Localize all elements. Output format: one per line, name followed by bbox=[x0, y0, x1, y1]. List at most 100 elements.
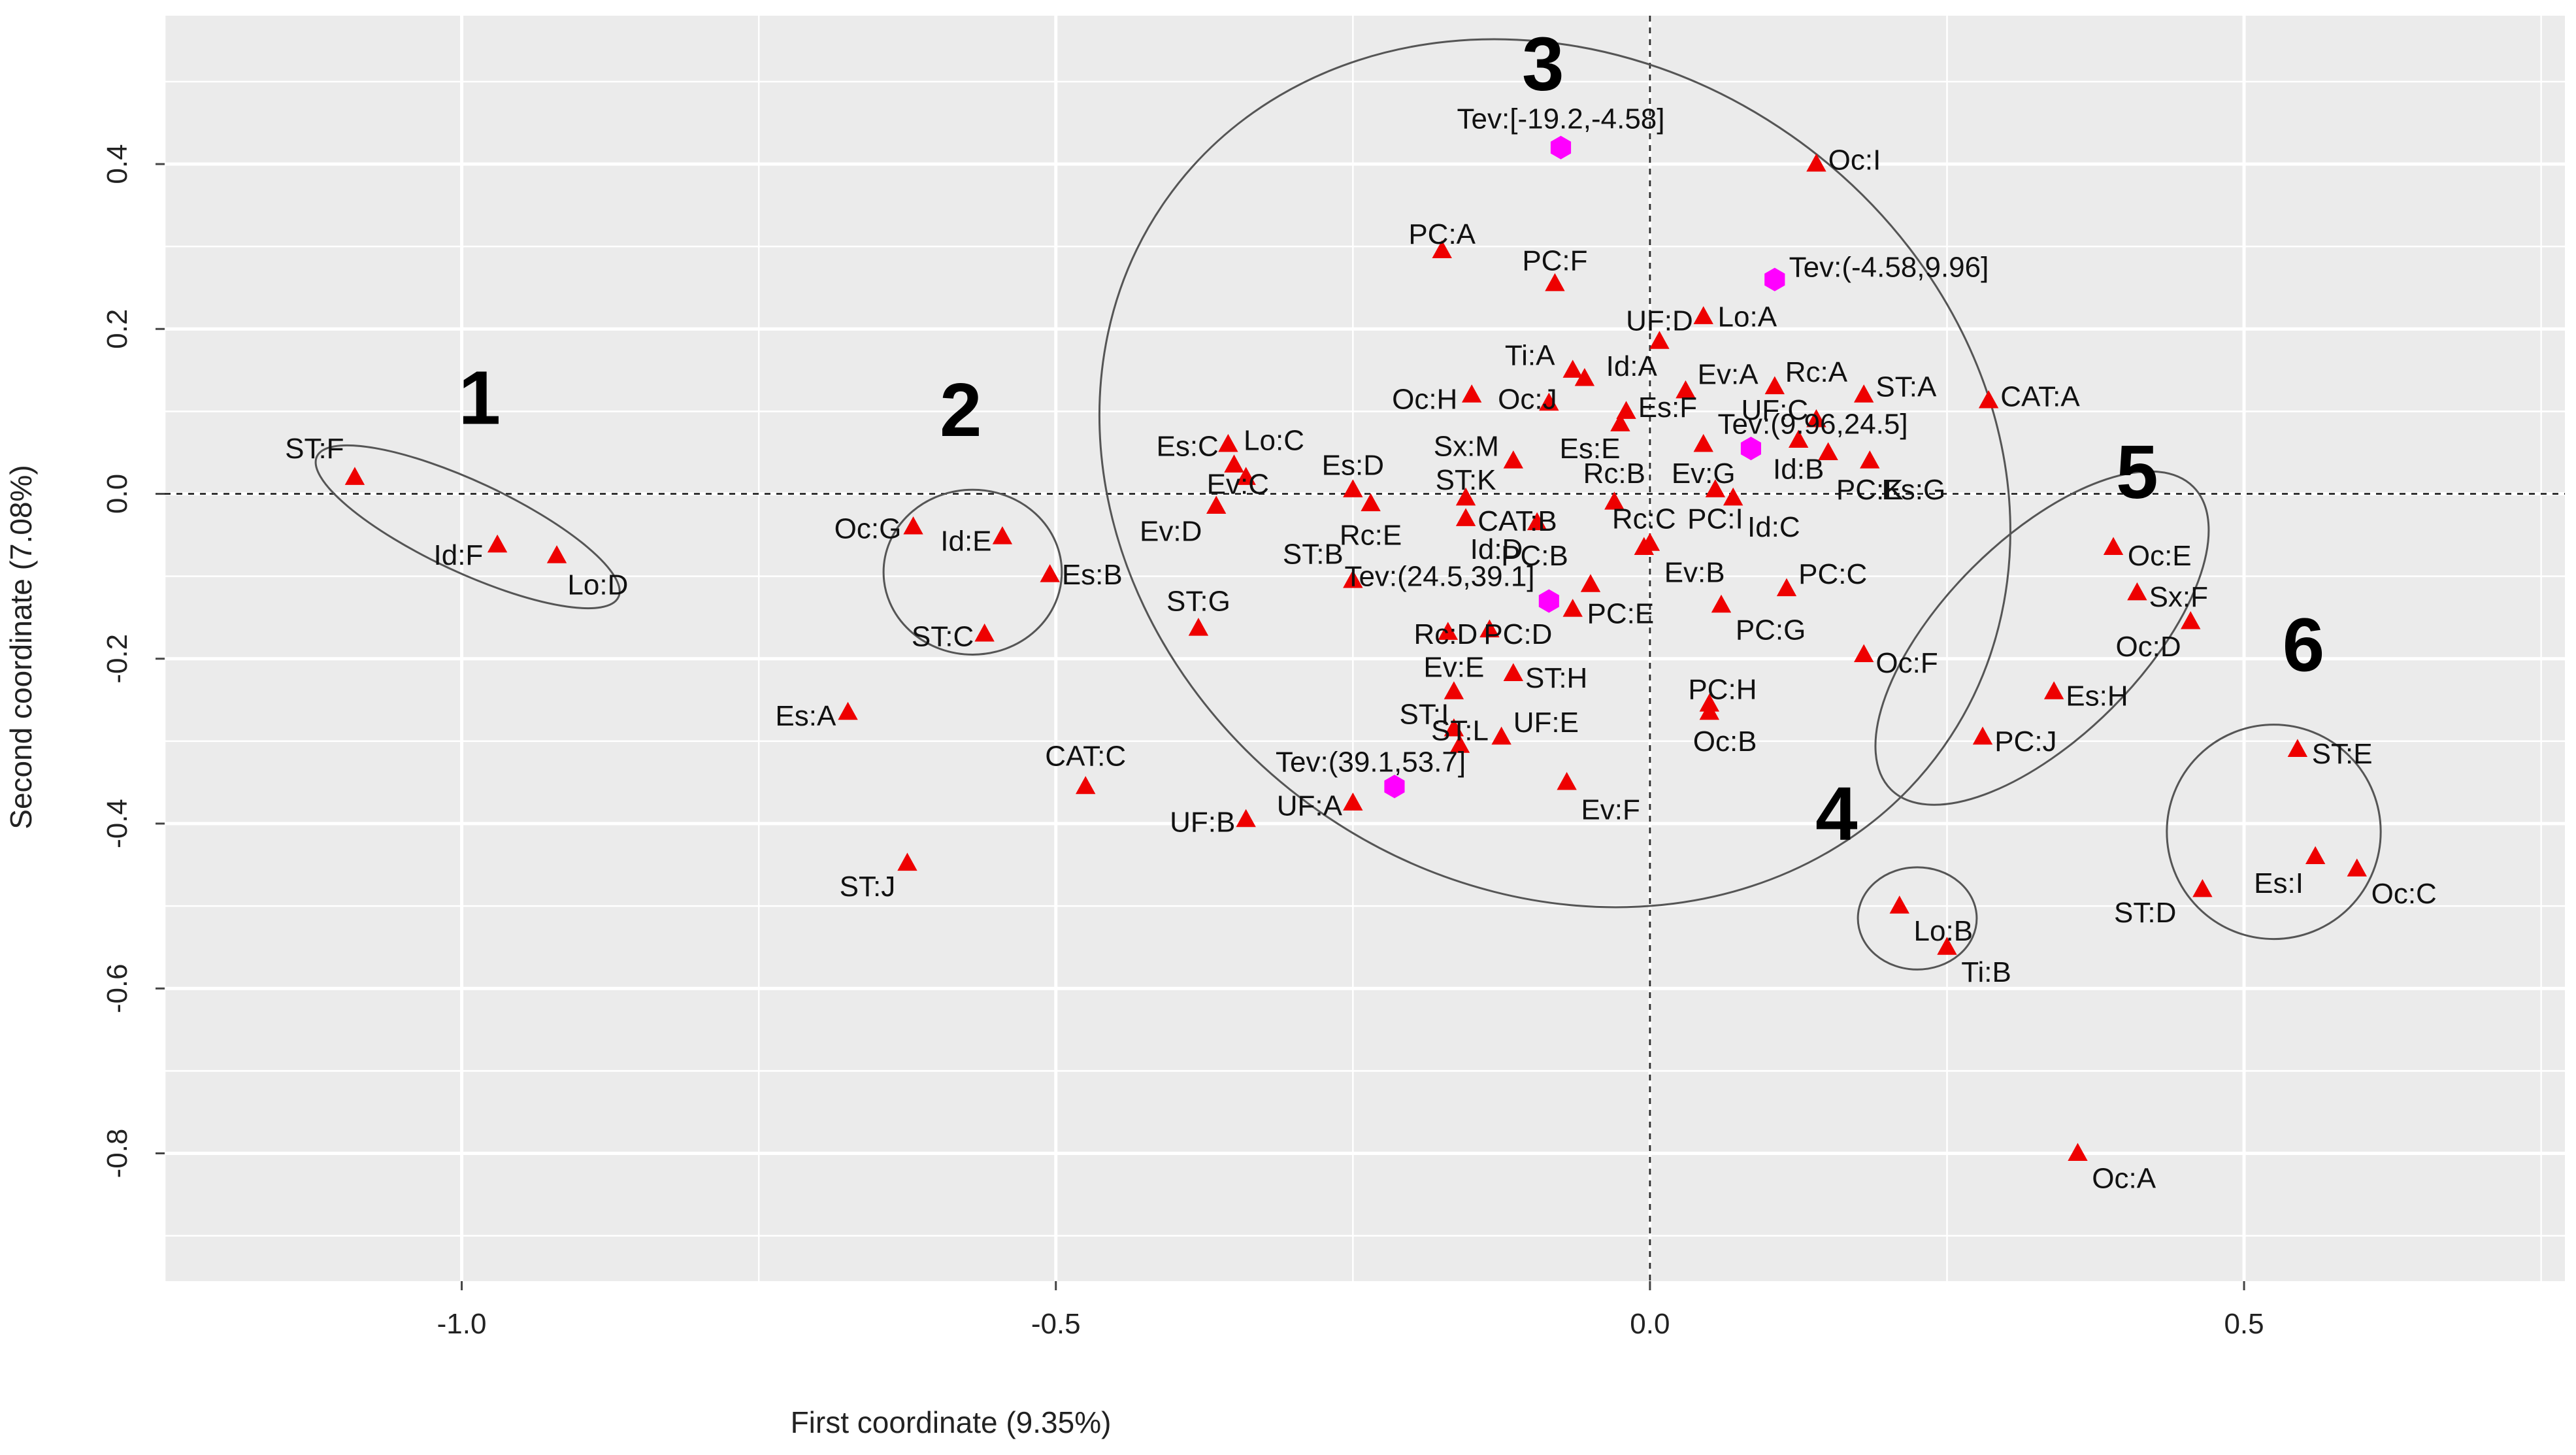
y-tick-label: 0.4 bbox=[101, 144, 133, 184]
point-st-c bbox=[974, 623, 995, 642]
supplementary-point-tev-4-58-9-96 bbox=[1764, 267, 1785, 292]
point-label-st-e: ST:E bbox=[2312, 738, 2373, 770]
point-pc-f bbox=[1545, 273, 1565, 292]
point-label-rc-a: Rc:A bbox=[1785, 356, 1848, 388]
point-sx-f bbox=[2127, 582, 2147, 601]
point-st-k bbox=[1455, 487, 1476, 506]
cluster-number-3: 3 bbox=[1522, 22, 1564, 107]
point-ev-g bbox=[1693, 433, 1713, 452]
point-label-uf-d: UF:D bbox=[1626, 305, 1693, 337]
point-label-pc-k: PC:K bbox=[1836, 474, 1904, 506]
cluster-ellipse-1 bbox=[314, 444, 621, 610]
point-label-uf-a: UF:A bbox=[1277, 790, 1343, 822]
point-label-cat-c: CAT:C bbox=[1045, 741, 1126, 773]
point-lo-d bbox=[546, 545, 567, 563]
point-label-ev-c: Ev:C bbox=[1207, 468, 1269, 500]
point-ev-b bbox=[1640, 533, 1660, 551]
point-pc-g bbox=[1711, 594, 1732, 613]
x-tick-label: 0.5 bbox=[2224, 1308, 2264, 1340]
point-label-pc-d: PC:D bbox=[1483, 618, 1552, 650]
point-label-oc-c: Oc:C bbox=[2371, 878, 2437, 910]
data-points bbox=[344, 135, 2367, 1162]
cluster-ellipses bbox=[314, 38, 2382, 971]
point-pc-k bbox=[1860, 450, 1880, 469]
y-tick-label: -0.6 bbox=[101, 963, 133, 1013]
supplementary-point-tev-19-2-4-58 bbox=[1550, 135, 1572, 159]
point-lo-b bbox=[1889, 895, 1909, 914]
point-label-es-g: Es:G bbox=[1881, 474, 1945, 506]
point-label-rc-c: Rc:C bbox=[1612, 503, 1676, 535]
point-oc-i bbox=[1806, 154, 1826, 172]
point-label-st-a: ST:A bbox=[1875, 371, 1937, 403]
point-label-sx-f: Sx:F bbox=[2149, 581, 2208, 613]
cluster-number-2: 2 bbox=[940, 367, 982, 452]
point-label-st-g: ST:G bbox=[1166, 585, 1230, 617]
point-rc-b bbox=[1604, 492, 1625, 510]
point-label-pc-e: PC:E bbox=[1587, 597, 1655, 629]
point-ev-f bbox=[1557, 771, 1577, 790]
point-uf-a bbox=[1343, 792, 1363, 811]
point-label-oc-e: Oc:E bbox=[2128, 540, 2192, 572]
y-axis-title: Second coordinate (7.08%) bbox=[4, 465, 38, 829]
supplementary-point-tev-9-96-24-5 bbox=[1740, 437, 1761, 461]
point-oc-g bbox=[903, 516, 923, 535]
cluster-number-1: 1 bbox=[459, 355, 501, 440]
point-oc-c bbox=[2347, 858, 2367, 877]
point-pc-i bbox=[1705, 479, 1726, 497]
point-id-f bbox=[487, 534, 508, 553]
point-label-tev-4-58-9-96: Tev:(-4.58,9.96] bbox=[1789, 252, 1989, 284]
point-label-tev-19-2-4-58: Tev:[-19.2,-4.58] bbox=[1457, 103, 1665, 135]
point-label-id-d: Id:D bbox=[1470, 533, 1523, 565]
point-label-st-c: ST:C bbox=[912, 621, 974, 653]
y-tick-label: -0.8 bbox=[101, 1129, 133, 1179]
plot-panel bbox=[165, 16, 2565, 1281]
point-label-cat-b: CAT:B bbox=[1478, 505, 1557, 537]
point-label-st-j: ST:J bbox=[840, 871, 896, 903]
x-tick-label: -1.0 bbox=[437, 1308, 487, 1340]
point-oc-e bbox=[2103, 537, 2124, 556]
point-label-es-d: Es:D bbox=[1322, 449, 1384, 481]
point-st-j bbox=[897, 852, 917, 871]
point-label-oc-a: Oc:A bbox=[2092, 1162, 2156, 1194]
point-label-pc-c: PC:C bbox=[1798, 558, 1867, 590]
point-es-a bbox=[838, 701, 858, 720]
point-es-i bbox=[2305, 846, 2326, 864]
point-es-f bbox=[1616, 401, 1636, 419]
point-pc-b bbox=[1580, 574, 1601, 592]
cluster-numbers: 1 2 3 4 5 6 bbox=[459, 22, 2325, 857]
point-label-id-c: Id:C bbox=[1747, 511, 1800, 543]
x-axis-ticks: -1.0 -0.5 0.0 0.5 bbox=[437, 1281, 2264, 1340]
point-pc-a bbox=[1432, 240, 1452, 258]
point-es-b bbox=[1040, 564, 1060, 582]
point-label-pc-a: PC:A bbox=[1408, 218, 1476, 250]
point-label-ev-d: Ev:D bbox=[1140, 515, 1202, 547]
point-pc-c bbox=[1776, 578, 1797, 597]
point-label-uf-b: UF:B bbox=[1170, 806, 1235, 838]
point-rc-d bbox=[1438, 622, 1458, 640]
point-label-tev-24-5-39-1: Tev:(24.5,39.1] bbox=[1344, 561, 1534, 593]
point-label-ti-a: Ti:A bbox=[1505, 340, 1555, 372]
point-uf-e bbox=[1491, 726, 1511, 745]
point-label-rc-b: Rc:B bbox=[1583, 458, 1645, 490]
point-id-b bbox=[1788, 429, 1809, 448]
point-label-pc-i: PC:I bbox=[1687, 503, 1743, 535]
point-ev-a bbox=[1676, 380, 1696, 399]
point-label-ti-b: Ti:B bbox=[1961, 956, 2011, 988]
point-label-lo-b: Lo:B bbox=[1914, 915, 1973, 947]
cluster-ellipse-4 bbox=[1857, 866, 1978, 971]
point-label-sx-m: Sx:M bbox=[1434, 430, 1499, 462]
point-oc-d bbox=[2181, 611, 2201, 629]
point-label-es-c: Es:C bbox=[1156, 430, 1218, 462]
point-label-es-a: Es:A bbox=[775, 700, 836, 732]
point-label-ev-a: Ev:A bbox=[1698, 359, 1759, 391]
point-oc-h bbox=[1461, 384, 1482, 403]
point-label-st-d: ST:D bbox=[2114, 897, 2176, 929]
point-st-a bbox=[1853, 384, 1874, 403]
point-label-oc-h: Oc:H bbox=[1392, 383, 1457, 415]
point-cat-b bbox=[1455, 508, 1476, 526]
point-id-a bbox=[1574, 367, 1595, 386]
y-tick-label: -0.4 bbox=[101, 799, 133, 848]
cluster-ellipse-3 bbox=[1098, 38, 2011, 909]
point-label-lo-c: Lo:C bbox=[1244, 425, 1304, 457]
point-label-oc-d: Oc:D bbox=[2115, 631, 2181, 663]
